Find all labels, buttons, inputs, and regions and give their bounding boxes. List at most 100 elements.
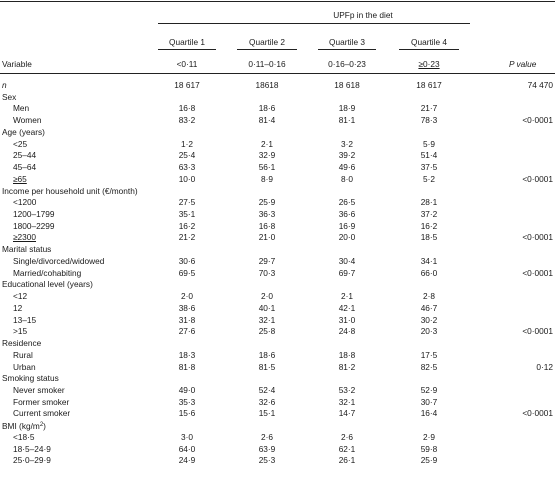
cell-value: 63·3	[178, 162, 196, 173]
cell-value: 27·6	[178, 326, 196, 337]
p-value: <0·0001	[522, 326, 553, 337]
cell-value: 32·9	[258, 150, 276, 161]
row-label: Single/divorced/widowed	[13, 255, 105, 266]
cell-value: 16·2	[420, 220, 438, 231]
cell-value: 52·9	[420, 384, 438, 395]
cell-value: 69·5	[178, 267, 196, 278]
cell-value: 81·2	[338, 361, 356, 372]
cell-value: 20·0	[338, 232, 356, 243]
header-rule	[0, 73, 555, 74]
cell-value: 24·8	[338, 326, 356, 337]
cell-value: 25·9	[420, 455, 438, 466]
cell-value: 81·8	[178, 361, 196, 372]
row-label: Men	[13, 103, 30, 114]
cell-value: 83·2	[178, 115, 196, 126]
cell-value: 42·1	[338, 302, 356, 313]
row-label: Married/cohabiting	[13, 267, 82, 278]
cell-value: 53·2	[338, 384, 356, 395]
p-value-header: P value	[509, 59, 537, 69]
cell-value: 49·0	[178, 384, 196, 395]
cell-value: 34·1	[420, 255, 438, 266]
row-label: <25	[13, 138, 28, 149]
cell-value: 2·6	[341, 431, 353, 442]
cell-value: 2·0	[181, 291, 193, 302]
cell-value: 18618	[255, 80, 279, 90]
cell-value: 30·2	[420, 314, 438, 325]
spanner-heading: UPFp in the diet	[333, 10, 393, 20]
row-label: n	[2, 80, 7, 90]
cell-value: 25·8	[258, 326, 276, 337]
row-label: >15	[13, 326, 28, 337]
cell-value: 40·1	[258, 302, 276, 313]
cell-value: 18·5	[420, 232, 438, 243]
cell-value: 15·1	[258, 408, 276, 419]
cell-value: 18·3	[178, 349, 196, 360]
q1-label: Quartile 1	[169, 37, 205, 47]
cell-value: 31·0	[338, 314, 356, 325]
cell-value: 15·6	[178, 408, 196, 419]
cell-value: 2·1	[261, 138, 273, 149]
row-label: Urban	[13, 361, 36, 372]
cell-value: 2·0	[261, 291, 273, 302]
q3-range: 0·16–0·23	[328, 59, 366, 69]
variable-header: Variable	[2, 59, 32, 69]
cell-value: 21·7	[420, 103, 438, 114]
row-label: Smoking status	[2, 373, 59, 384]
cell-value: 37·5	[420, 162, 438, 173]
cell-value: 16·4	[420, 408, 438, 419]
row-label: 25–44	[13, 150, 37, 161]
p-value: <0·0001	[522, 267, 553, 278]
row-label: 18·5–24·9	[13, 443, 51, 454]
row-label: Former smoker	[13, 396, 70, 407]
row-label: Current smoker	[13, 408, 71, 419]
cell-value: 51·4	[420, 150, 438, 161]
q2-label: Quartile 2	[249, 37, 285, 47]
spanner-underline	[158, 23, 470, 24]
cell-value: 18·9	[338, 103, 356, 114]
row-label: Educational level (years)	[2, 279, 93, 290]
row-label: 13–15	[13, 314, 37, 325]
cell-value: 59·8	[420, 443, 438, 454]
cell-value: 26·1	[338, 455, 356, 466]
cell-value: 18·6	[258, 349, 276, 360]
cell-value: 81·4	[258, 115, 276, 126]
cell-value: 8·9	[261, 173, 273, 184]
cell-value: 3·0	[181, 431, 193, 442]
cell-value: 27·5	[178, 197, 196, 208]
cell-value: 63·9	[258, 443, 276, 454]
cell-value: 2·8	[423, 291, 435, 302]
p-value: <0·0001	[522, 115, 553, 126]
row-label: Never smoker	[13, 384, 65, 395]
cell-value: 39·2	[338, 150, 356, 161]
cell-value: 35·1	[178, 209, 196, 220]
cell-value: 21·2	[178, 232, 196, 243]
cell-value: 26·5	[338, 197, 356, 208]
cell-value: 25·9	[258, 197, 276, 208]
cell-value: 2·9	[423, 431, 435, 442]
cell-value: 21·0	[258, 232, 276, 243]
row-label: Sex	[2, 91, 17, 102]
cell-value: 64·0	[178, 443, 196, 454]
q4-label: Quartile 4	[411, 37, 447, 47]
cell-value: 81·5	[258, 361, 276, 372]
cell-value: 5·2	[423, 173, 435, 184]
p-value: 74 470	[527, 80, 553, 90]
cell-value: 25·3	[258, 455, 276, 466]
cell-value: 36·3	[258, 209, 276, 220]
cell-value: 62·1	[338, 443, 356, 454]
cell-value: 52·4	[258, 384, 276, 395]
row-label: 1800–2299	[13, 220, 55, 231]
p-value: <0·0001	[522, 232, 553, 243]
row-label: Women	[13, 115, 42, 126]
cell-value: 38·6	[178, 302, 196, 313]
cell-value: 3·2	[341, 138, 353, 149]
row-label: BMI (kg/m2)	[2, 421, 46, 432]
cell-value: 1·2	[181, 138, 193, 149]
row-label: Marital status	[2, 244, 52, 255]
cell-value: 30·4	[338, 255, 356, 266]
p-value: <0·0001	[522, 408, 553, 419]
cell-value: 2·1	[341, 291, 353, 302]
label-suffix: )	[43, 421, 46, 432]
q1-range: <0·11	[176, 59, 198, 69]
